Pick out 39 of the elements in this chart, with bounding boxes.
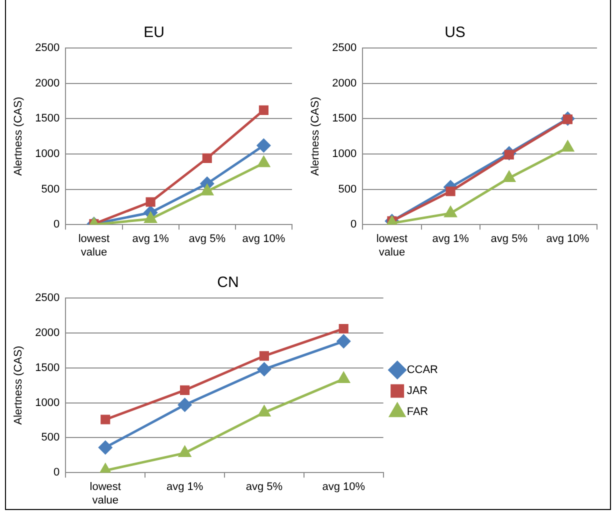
y-axis-title: Alertness (CAS) xyxy=(12,96,25,176)
y-axis-title: Alertness (CAS) xyxy=(12,346,25,425)
y-tick-label: 0 xyxy=(54,466,60,479)
y-tick-label: 2500 xyxy=(332,42,357,54)
y-tick-label: 500 xyxy=(41,432,60,444)
legend-label: CCAR xyxy=(406,364,438,376)
x-tick-label: avg 5% xyxy=(246,481,283,494)
x-tick-label: avg 1% xyxy=(432,233,470,246)
x-tick-label: avg 10% xyxy=(322,481,366,494)
y-tick-label: 0 xyxy=(350,218,357,231)
x-tick-label: lowest value xyxy=(376,233,408,258)
y-tick-label: 2500 xyxy=(35,42,60,54)
y-tick-label: 2500 xyxy=(35,292,60,304)
x-tick-label: lowest value xyxy=(90,481,121,506)
y-axis-title: Alertness (CAS) xyxy=(310,96,322,176)
chart-title: US xyxy=(444,24,466,42)
y-tick-label: 0 xyxy=(54,218,60,231)
chart-title: CN xyxy=(217,274,239,292)
y-tick-label: 1000 xyxy=(332,148,357,160)
x-tick-label: avg 5% xyxy=(490,233,528,246)
y-tick-label: 1500 xyxy=(332,112,357,125)
y-tick-label: 500 xyxy=(338,183,357,196)
x-tick-label: avg 1% xyxy=(166,481,204,494)
x-tick-label: avg 5% xyxy=(188,233,226,246)
legend-label: JAR xyxy=(406,385,428,398)
y-tick-label: 2000 xyxy=(35,77,60,90)
y-tick-label: 500 xyxy=(41,183,60,196)
x-tick-label: lowest value xyxy=(78,233,110,258)
legend-label: FAR xyxy=(406,406,428,418)
y-tick-label: 1000 xyxy=(35,148,60,160)
x-tick-label: avg 10% xyxy=(546,233,590,246)
y-tick-label: 2000 xyxy=(35,326,60,339)
y-tick-label: 1500 xyxy=(35,362,60,374)
y-tick-label: 1000 xyxy=(35,396,60,409)
x-tick-label: avg 10% xyxy=(242,233,286,246)
y-tick-label: 1500 xyxy=(35,112,60,125)
x-tick-label: avg 1% xyxy=(132,233,170,246)
y-tick-label: 2000 xyxy=(332,77,357,90)
chart-title: EU xyxy=(144,24,164,42)
